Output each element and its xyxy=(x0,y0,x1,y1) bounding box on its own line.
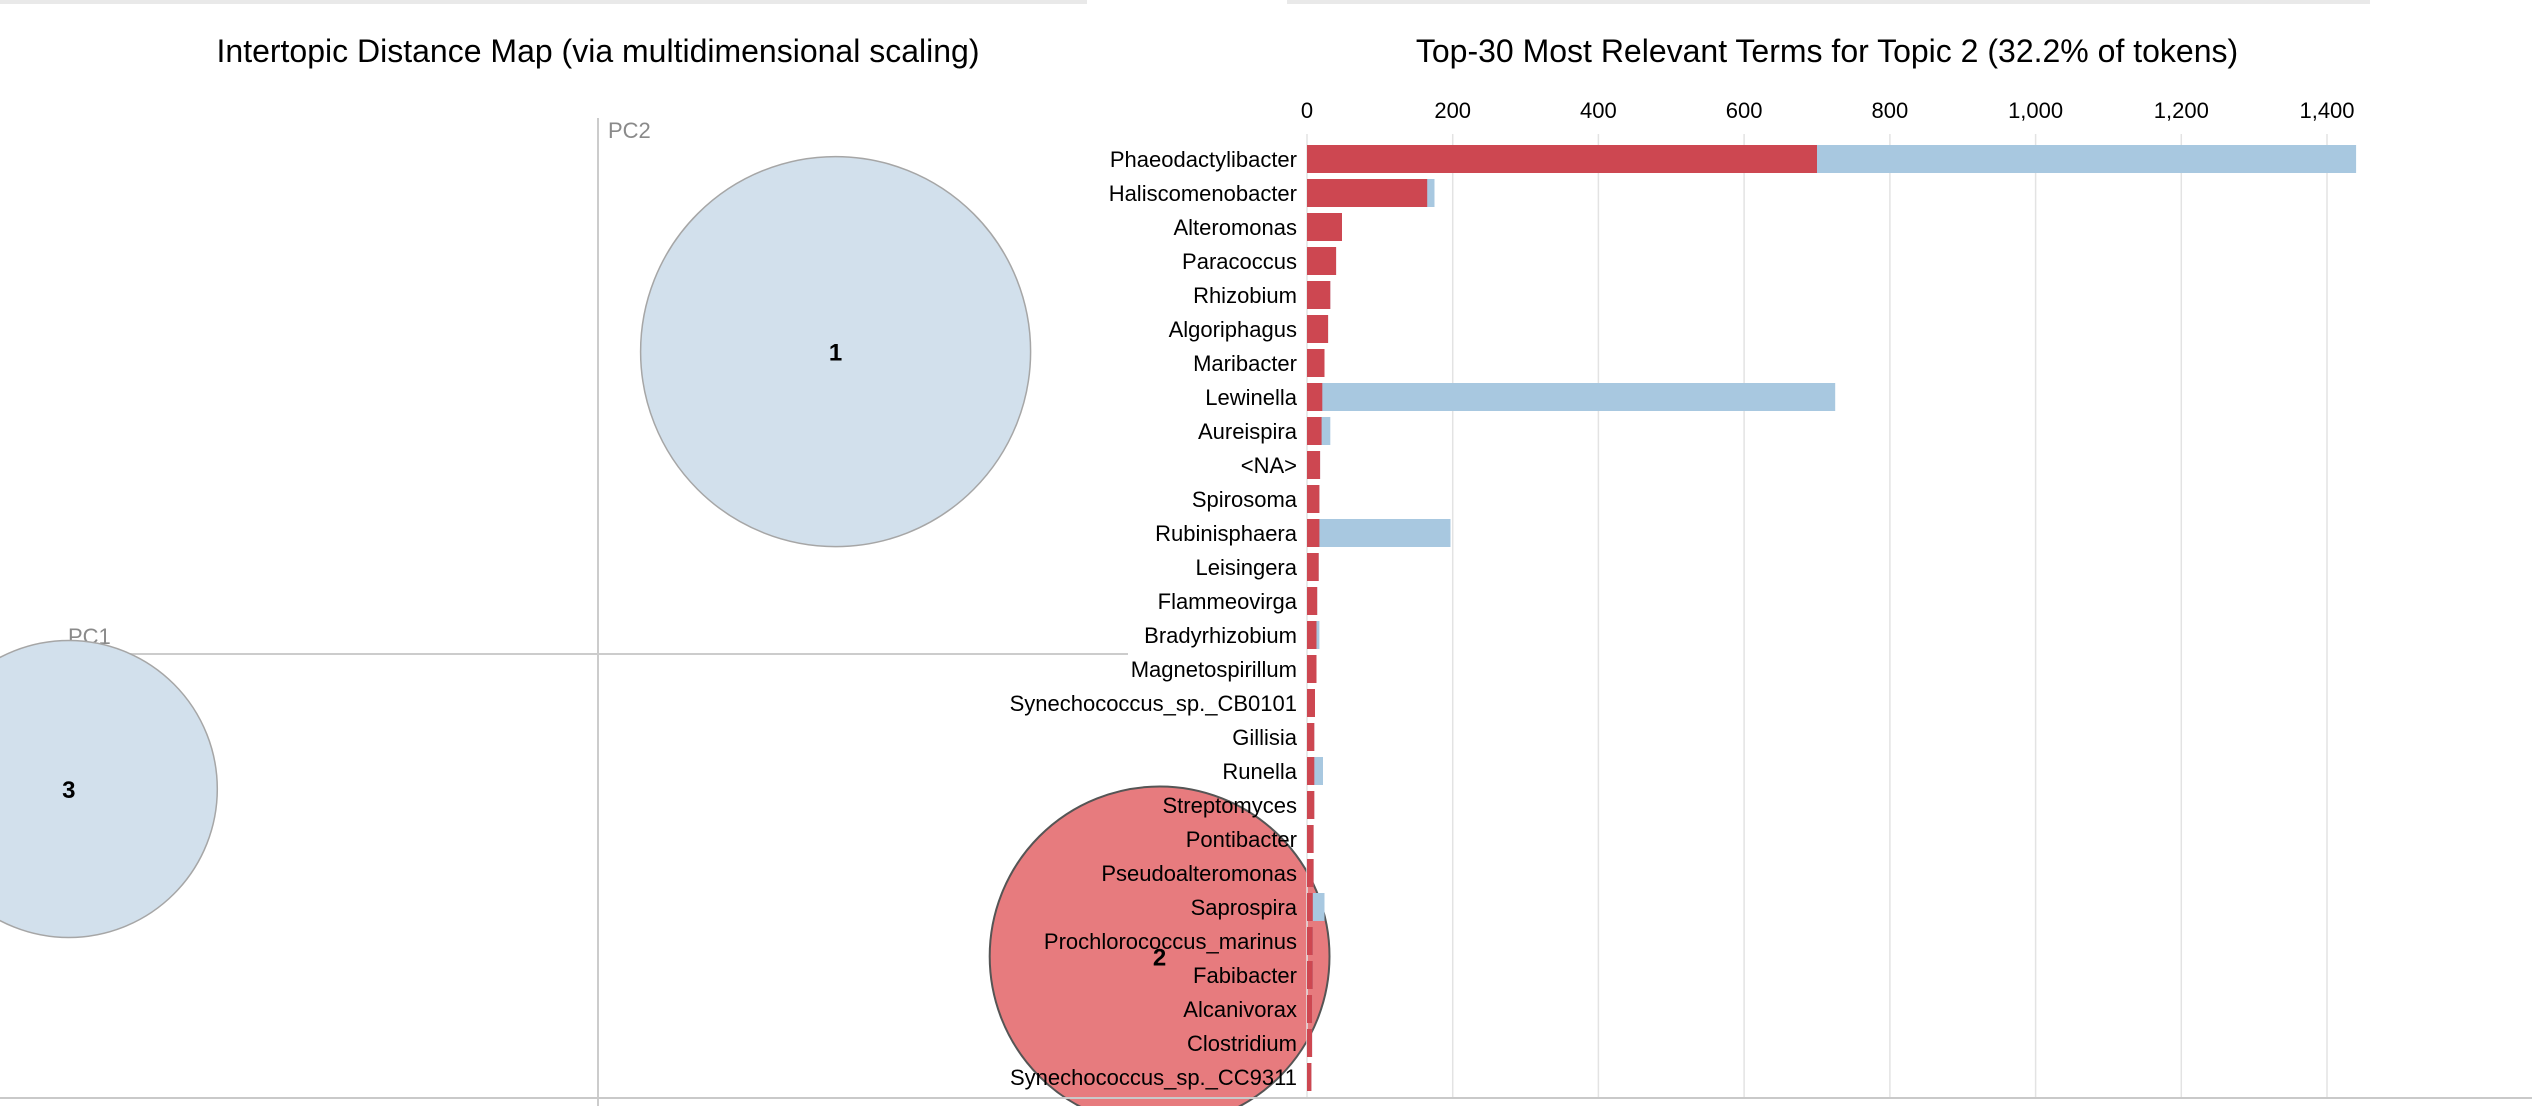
topic-frequency-bar[interactable] xyxy=(1307,1063,1312,1091)
term-label[interactable]: Algoriphagus xyxy=(1169,317,1297,342)
topic-frequency-bar[interactable] xyxy=(1307,553,1319,581)
topic-frequency-bar[interactable] xyxy=(1307,145,1817,173)
term-labels: Phaeodactylibacter Haliscomenobacter Alter… xyxy=(1010,147,1298,1090)
bar-chart-title: Top-30 Most Relevant Terms for Topic 2 (… xyxy=(1416,33,2238,69)
term-label[interactable]: Clostridium xyxy=(1187,1031,1297,1056)
term-label[interactable]: Bradyrhizobium xyxy=(1144,623,1297,648)
intertopic-distance-map: Intertopic Distance Map (via multidimens… xyxy=(0,33,1331,1111)
relevant-terms-chart: Top-30 Most Relevant Terms for Topic 2 (… xyxy=(1010,33,2357,1097)
term-label[interactable]: Haliscomenobacter xyxy=(1109,181,1297,206)
topic-frequency-bar[interactable] xyxy=(1307,689,1315,717)
x-tick-label: 600 xyxy=(1726,98,1763,123)
term-label[interactable]: Synechococcus_sp._CC9311 xyxy=(1010,1065,1297,1090)
topic-circle-2[interactable] xyxy=(988,785,1331,1111)
bottom-border xyxy=(0,1097,2532,1099)
x-tick-label: 400 xyxy=(1580,98,1617,123)
overall-frequency-bar[interactable] xyxy=(1307,383,1836,411)
term-label[interactable]: Gillisia xyxy=(1232,725,1298,750)
topic-frequency-bar[interactable] xyxy=(1307,927,1313,955)
term-label[interactable]: Saprospira xyxy=(1191,895,1298,920)
topic-frequency-bar[interactable] xyxy=(1307,995,1313,1023)
topic-frequency-bar[interactable] xyxy=(1307,723,1315,751)
topic-frequency-bar[interactable] xyxy=(1307,349,1325,377)
term-label[interactable]: Lewinella xyxy=(1205,385,1297,410)
term-label[interactable]: Fabibacter xyxy=(1193,963,1297,988)
term-label[interactable]: Spirosoma xyxy=(1192,487,1298,512)
topic-frequency-bar[interactable] xyxy=(1307,1029,1313,1057)
term-label[interactable]: Phaeodactylibacter xyxy=(1110,147,1297,172)
term-label[interactable]: Streptomyces xyxy=(1163,793,1298,818)
overall-frequency-bar[interactable] xyxy=(1307,519,1451,547)
topic-label-3: 3 xyxy=(62,777,75,804)
x-axis-ticks: 0 200 400 600 800 1,000 1,200 1,400 xyxy=(1301,98,2355,123)
term-label[interactable]: Alteromonas xyxy=(1173,215,1297,240)
topic-frequency-bar[interactable] xyxy=(1307,893,1313,921)
topic-frequency-bar[interactable] xyxy=(1307,621,1317,649)
pc2-axis-label: PC2 xyxy=(608,118,651,143)
term-label[interactable]: Rhizobium xyxy=(1193,283,1297,308)
x-tick-label: 1,000 xyxy=(2008,98,2063,123)
topic-frequency-bar[interactable] xyxy=(1307,213,1342,241)
x-tick-label: 1,200 xyxy=(2154,98,2209,123)
x-tick-label: 0 xyxy=(1301,98,1313,123)
term-label[interactable]: Flammeovirga xyxy=(1158,589,1298,614)
topic-frequency-bar[interactable] xyxy=(1307,655,1317,683)
topic-frequency-bar[interactable] xyxy=(1307,417,1322,445)
term-label[interactable]: Synechococcus_sp._CB0101 xyxy=(1010,691,1297,716)
right-top-border xyxy=(1287,0,2370,4)
topic-frequency-bar[interactable] xyxy=(1307,247,1337,275)
term-label[interactable]: Maribacter xyxy=(1193,351,1297,376)
topic-circles: 1 2 3 xyxy=(0,155,1331,1111)
topic-frequency-bar[interactable] xyxy=(1307,519,1320,547)
topic-frequency-bar[interactable] xyxy=(1307,587,1318,615)
x-gridlines xyxy=(1306,134,2328,1097)
mds-title: Intertopic Distance Map (via multidimens… xyxy=(217,33,980,69)
term-label[interactable]: <NA> xyxy=(1241,453,1297,478)
term-label[interactable]: Paracoccus xyxy=(1182,249,1297,274)
x-tick-label: 800 xyxy=(1872,98,1909,123)
topic-frequency-bar[interactable] xyxy=(1307,315,1329,343)
topic-frequency-bar[interactable] xyxy=(1307,485,1320,513)
term-label[interactable]: Rubinisphaera xyxy=(1155,521,1298,546)
term-label[interactable]: Leisingera xyxy=(1195,555,1297,580)
term-label[interactable]: Pontibacter xyxy=(1186,827,1297,852)
topic-label-1: 1 xyxy=(829,340,842,367)
term-label[interactable]: Alcanivorax xyxy=(1183,997,1297,1022)
topic-circle-1[interactable] xyxy=(639,155,1032,548)
topic-frequency-bar[interactable] xyxy=(1307,383,1323,411)
topic-frequency-bar[interactable] xyxy=(1307,859,1314,887)
topic-frequency-bar[interactable] xyxy=(1307,791,1315,819)
term-label[interactable]: Runella xyxy=(1222,759,1297,784)
term-label[interactable]: Pseudoalteromonas xyxy=(1101,861,1297,886)
topic-circle-3[interactable] xyxy=(0,639,219,939)
topic-frequency-bar[interactable] xyxy=(1307,451,1321,479)
x-tick-label: 1,400 xyxy=(2299,98,2354,123)
term-label[interactable]: Prochlorococcus_marinus xyxy=(1044,929,1297,954)
topic-frequency-bar[interactable] xyxy=(1307,757,1315,785)
topic-frequency-bar[interactable] xyxy=(1307,825,1314,853)
term-label[interactable]: Magnetospirillum xyxy=(1131,657,1297,682)
topic-frequency-bar[interactable] xyxy=(1307,179,1428,207)
topic-frequency-bar[interactable] xyxy=(1307,281,1331,309)
term-label[interactable]: Aureispira xyxy=(1198,419,1298,444)
x-tick-label: 200 xyxy=(1434,98,1471,123)
term-bars xyxy=(1307,145,2357,1091)
topic-frequency-bar[interactable] xyxy=(1307,961,1313,989)
topic-label-2: 2 xyxy=(1153,944,1166,971)
left-top-border xyxy=(0,0,1087,4)
